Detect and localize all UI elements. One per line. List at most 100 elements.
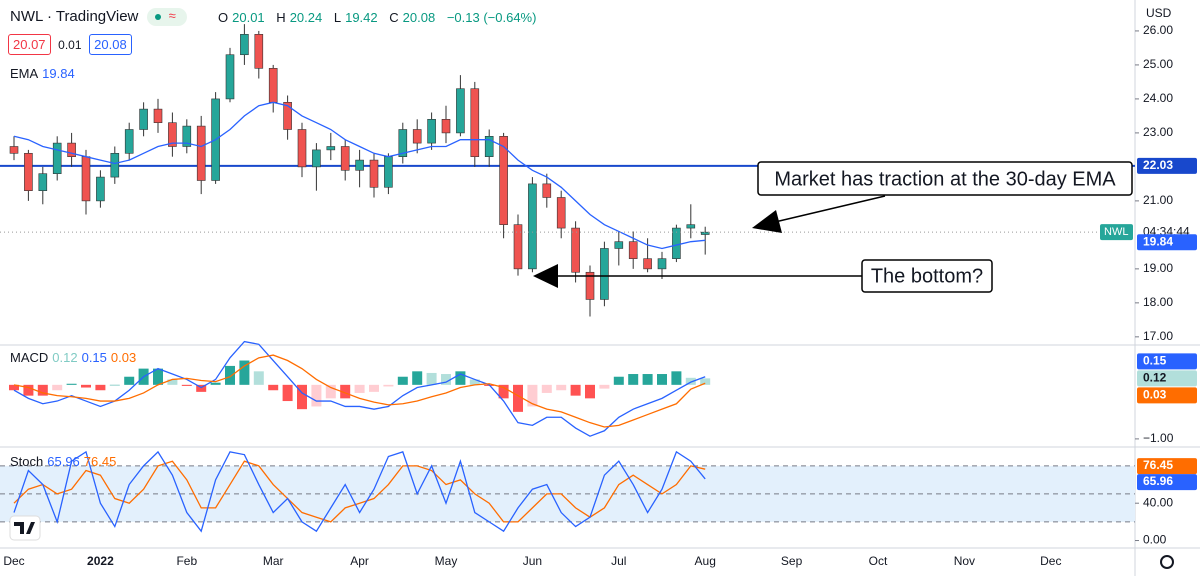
histogram-bar <box>196 384 207 392</box>
histogram-bar <box>412 371 423 385</box>
x-tick-label: Nov <box>954 554 975 568</box>
price-label-box <box>1137 458 1197 475</box>
candle-body <box>700 231 710 235</box>
ohlc-value: 19.42 <box>345 10 378 25</box>
histogram-bar <box>95 384 106 391</box>
histogram-bar <box>282 384 293 402</box>
change: −0.13 (−0.64%) <box>446 10 537 25</box>
x-tick-label: Feb <box>176 554 197 568</box>
x-tick-label: Aug <box>695 554 716 568</box>
histogram-bar <box>685 377 696 385</box>
ohlc-value: 20.24 <box>289 10 323 25</box>
spread: 0.01 <box>58 38 82 52</box>
candle-body <box>556 197 566 229</box>
histogram-bar <box>570 384 581 396</box>
histogram-bar <box>311 384 322 407</box>
histogram-bar <box>239 360 250 385</box>
y-tick-label: 21.00 <box>1143 193 1173 207</box>
tv-logo-mark <box>14 522 35 534</box>
candle-body <box>672 227 681 259</box>
legend-value: 0.15 <box>81 350 107 365</box>
x-tick-label: Dec <box>3 554 24 568</box>
histogram-bar <box>23 384 34 396</box>
histogram-bar <box>268 384 279 391</box>
annotation: Market has traction at the 30-day EMA <box>774 168 1116 190</box>
candle-body <box>369 159 379 188</box>
candle-body <box>398 129 408 157</box>
candle-body <box>326 146 336 151</box>
histogram-bar <box>700 378 711 385</box>
ohlc-value: 20.01 <box>232 10 265 25</box>
candle-body <box>225 54 235 100</box>
price-label: 0.15 <box>1143 354 1167 368</box>
histogram-bar <box>397 376 408 385</box>
histogram-bar <box>66 383 77 385</box>
y-tick-label: 26.00 <box>1143 23 1173 37</box>
legend-value: 0.03 <box>110 350 137 365</box>
macd-line <box>13 340 706 437</box>
histogram-bar <box>441 374 451 385</box>
price-label: 22.03 <box>1143 158 1173 172</box>
histogram-bar <box>642 374 653 385</box>
stoch-k-line <box>13 450 706 533</box>
legend-value: 19.84 <box>42 66 75 81</box>
signal-line <box>13 354 706 428</box>
candle-body <box>600 248 609 300</box>
bid[interactable]: 20.07 <box>8 34 51 55</box>
arrowhead <box>752 210 782 233</box>
x-tick-label: Dec <box>1040 554 1061 568</box>
y-tick-label: 0.00 <box>1143 533 1167 547</box>
symbol-tag <box>1100 224 1133 241</box>
histogram-bar <box>297 384 307 410</box>
candle-body <box>268 68 278 103</box>
histogram-bar <box>340 384 351 399</box>
candle-body <box>110 152 120 178</box>
annotation: The bottom? <box>871 265 983 287</box>
status-icons[interactable]: ≈ <box>146 8 187 27</box>
y-tick-label: 19.00 <box>1143 261 1173 275</box>
arrowhead <box>533 264 558 288</box>
ask[interactable]: 20.08 <box>89 34 132 55</box>
histogram-bar <box>109 384 120 386</box>
price-label: 76.45 <box>1143 458 1173 472</box>
candle-body <box>686 224 696 229</box>
candle-body <box>124 129 134 154</box>
candle-body <box>513 224 523 270</box>
histogram-bar <box>628 374 639 385</box>
price-label: 0.12 <box>1143 371 1167 385</box>
symbol: NWL · TradingView <box>10 8 139 25</box>
candle-body <box>254 34 264 69</box>
annotation-arrow <box>774 195 886 223</box>
x-tick-label: Jul <box>611 554 626 568</box>
histogram-bar <box>167 379 178 385</box>
legend-name: EMA <box>10 66 39 81</box>
histogram-bar <box>469 379 480 385</box>
histogram-bar <box>225 365 235 385</box>
candle-body <box>355 159 364 171</box>
histogram-bar <box>657 374 667 385</box>
ohlc: O 20.01 H 20.24 L 19.42 C 20.08 −0.13 (−0.64… <box>218 10 540 25</box>
candle-body <box>470 88 480 157</box>
legend-value: 65.96 <box>47 454 80 469</box>
y-tick-label: −1.00 <box>1143 431 1174 445</box>
candle-body <box>67 142 76 157</box>
candle-body <box>153 108 163 124</box>
candle-body <box>96 176 105 202</box>
histogram-bar <box>455 371 466 385</box>
candle-body <box>643 258 652 270</box>
histogram-bar <box>253 371 264 385</box>
price-label: 19.84 <box>1143 234 1173 248</box>
currency[interactable]: USD <box>1146 6 1172 20</box>
candle-body <box>657 258 667 270</box>
histogram-bar <box>556 384 567 391</box>
ema-legend: EMA 19.84 <box>10 66 79 81</box>
settings-icon[interactable] <box>1160 555 1174 569</box>
histogram-bar <box>9 384 19 391</box>
price-label-box <box>1137 157 1197 174</box>
ohlc-value: 20.08 <box>402 10 436 25</box>
candle-body <box>384 156 393 188</box>
candle-body <box>441 119 451 134</box>
histogram-bar <box>52 384 63 391</box>
histogram-bar <box>527 384 538 407</box>
